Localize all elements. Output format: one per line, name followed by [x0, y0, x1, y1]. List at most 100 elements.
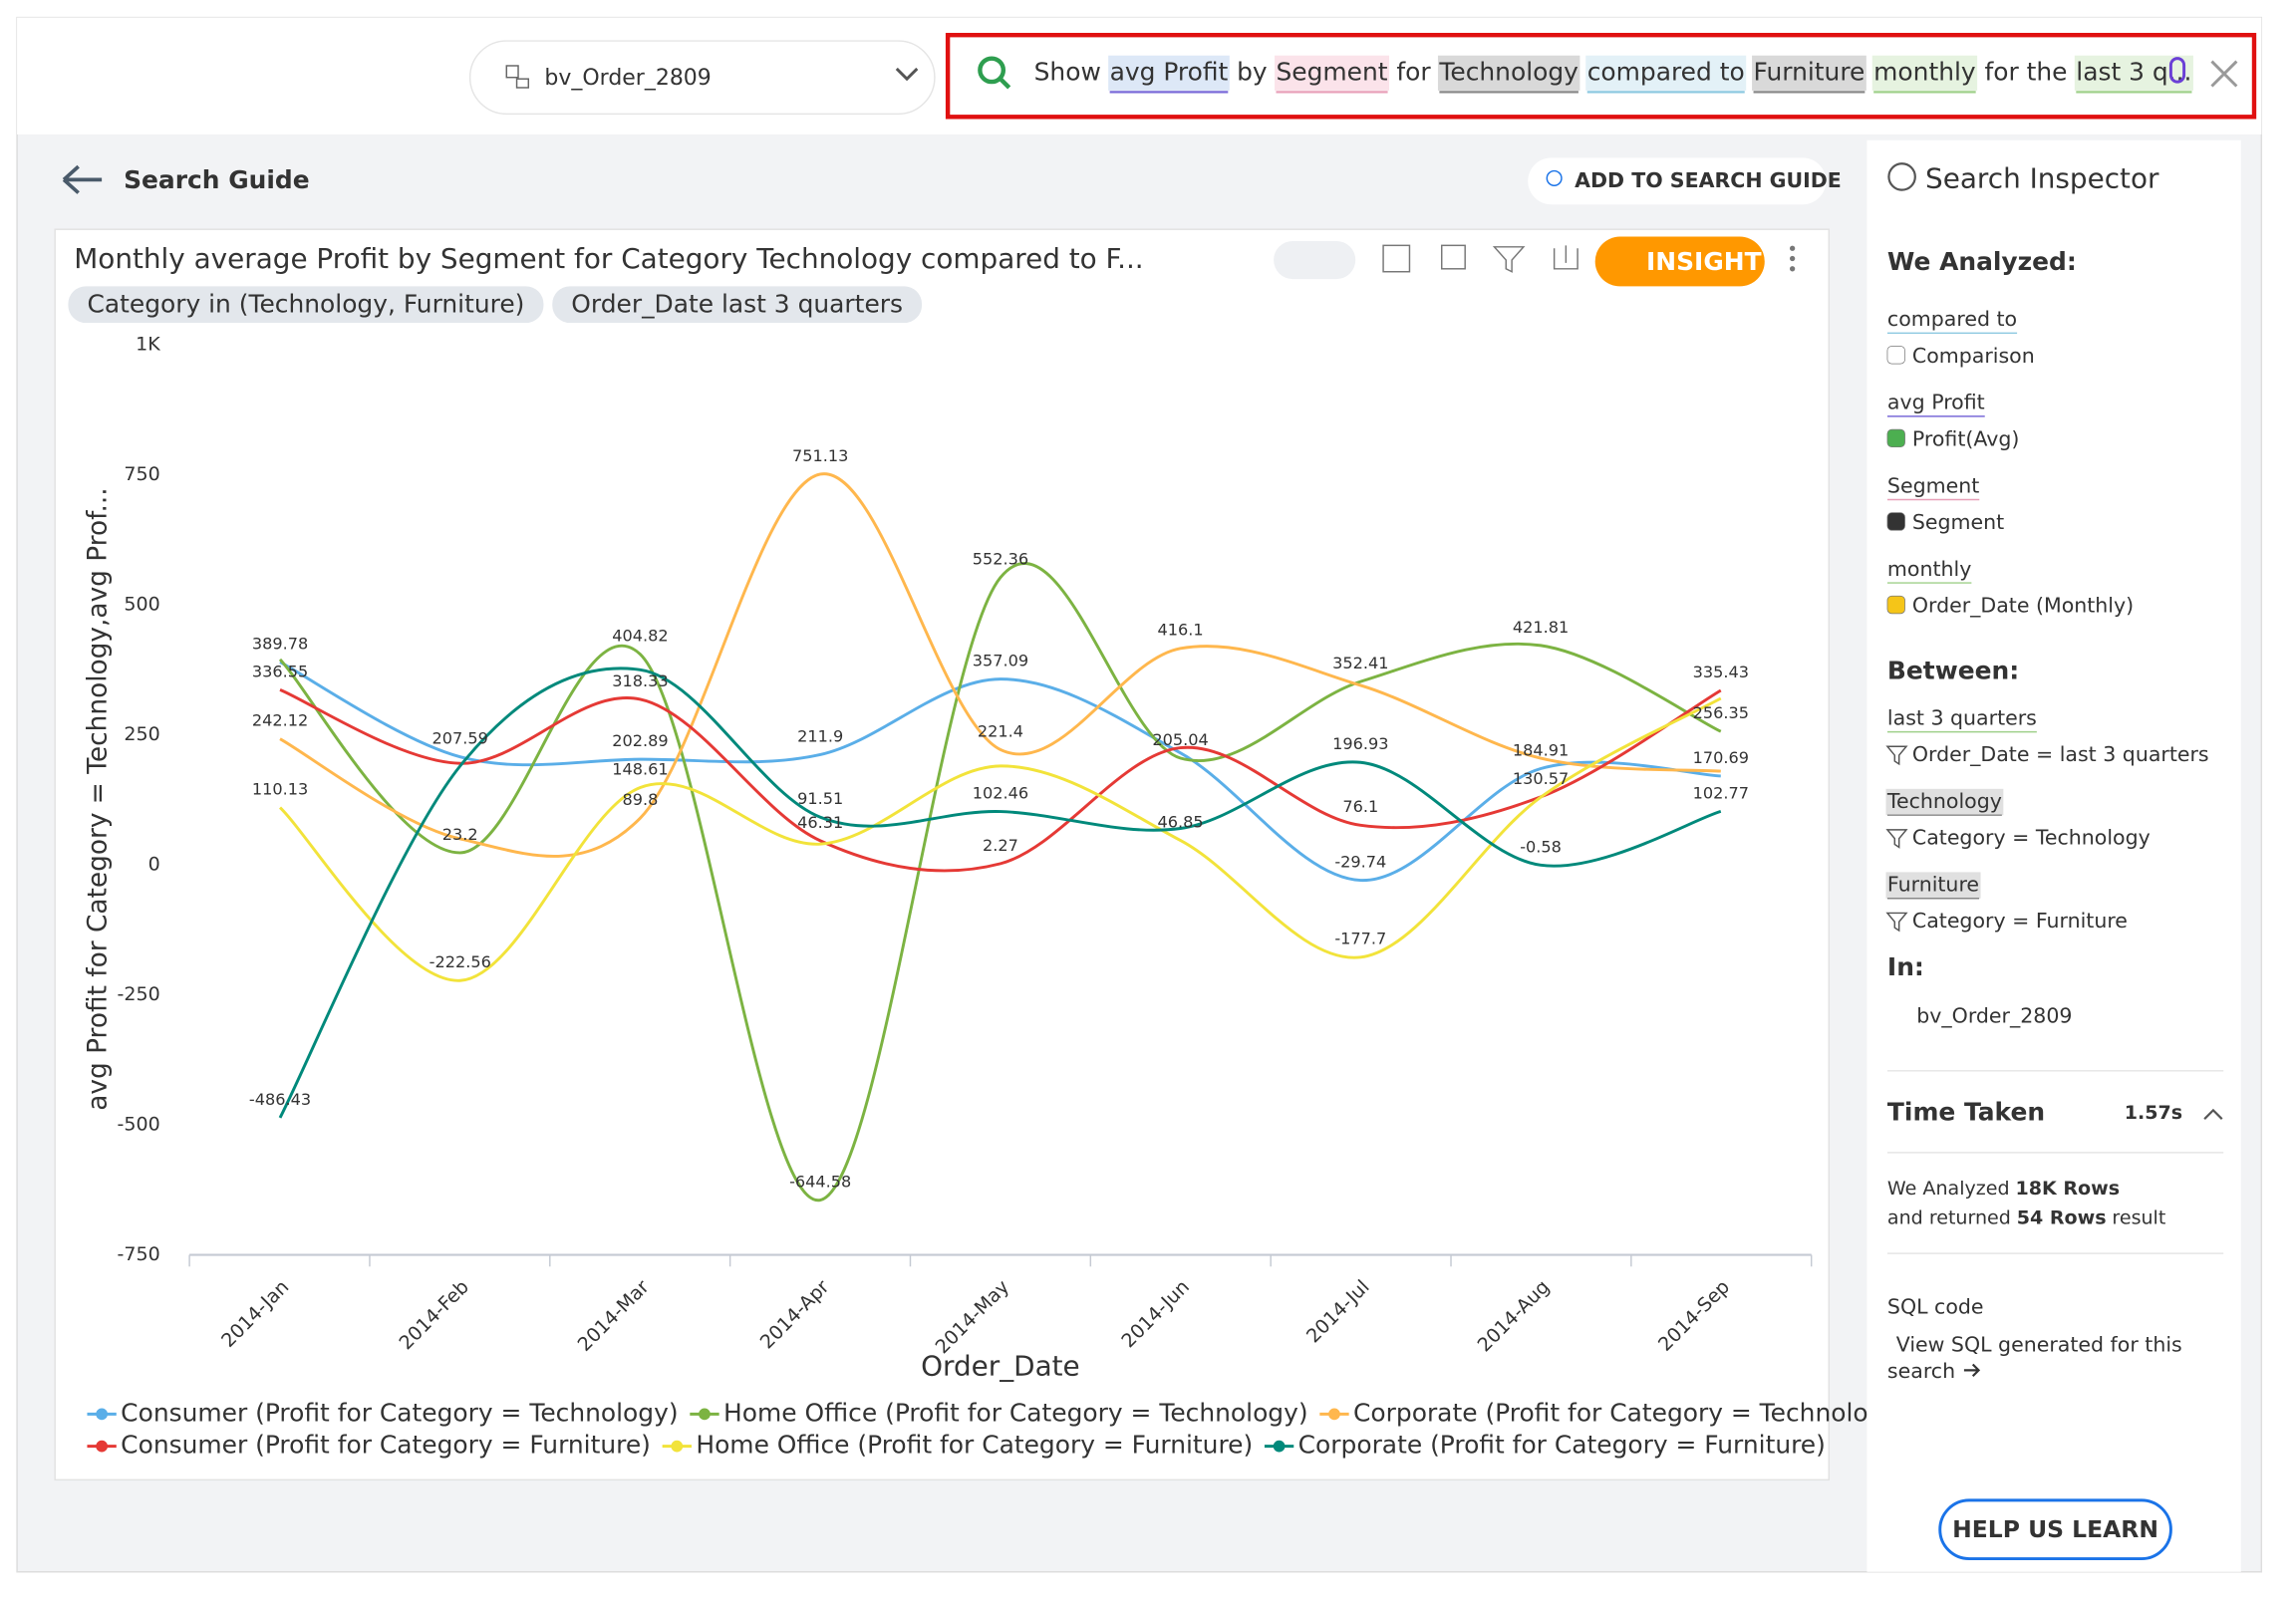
tool-icon[interactable] — [1440, 244, 1466, 270]
download-icon[interactable] — [1553, 245, 1578, 270]
add-icon — [1546, 169, 1563, 186]
series-line — [279, 472, 1721, 858]
legend-label[interactable]: Corporate (Profit for Category = Technol… — [1353, 1398, 1908, 1427]
data-label: 751.13 — [792, 446, 848, 465]
data-label: 46.31 — [797, 813, 843, 832]
data-label: 552.36 — [973, 550, 1028, 569]
data-label: 184.91 — [1513, 740, 1569, 759]
data-label: 89.8 — [623, 790, 659, 809]
query-token: monthly — [1873, 57, 1975, 86]
series-line — [278, 696, 1722, 982]
legend-label[interactable]: Home Office (Profit for Category = Techn… — [723, 1398, 1308, 1427]
token-highlight — [1108, 55, 1230, 91]
add-label[interactable]: ADD TO SEARCH GUIDE — [1575, 168, 1842, 192]
legend-label[interactable]: Consumer (Profit for Category = Furnitur… — [121, 1431, 651, 1460]
data-label: 256.35 — [1693, 703, 1749, 722]
more-icon[interactable] — [1789, 255, 1796, 262]
legend-label[interactable]: Consumer (Profit for Category = Technolo… — [121, 1398, 678, 1427]
data-label: 46.85 — [1158, 812, 1204, 831]
series-line — [279, 661, 1721, 883]
query-token: Furniture — [1754, 57, 1866, 86]
inspector-panel — [1866, 139, 2241, 1572]
section-heading: SQL code — [1887, 1294, 1984, 1318]
rows-text: result — [2112, 1206, 2165, 1228]
help-button[interactable] — [1938, 1498, 2172, 1561]
data-label: 148.61 — [612, 759, 668, 778]
y-tick-label: 500 — [124, 594, 159, 616]
query-token: for — [1396, 57, 1431, 86]
token-highlight — [1437, 55, 1580, 91]
insight-label[interactable]: INSIGHT — [1646, 247, 1762, 276]
inspector-content: We Analyzed: compared to Comparison avg Pro… — [1885, 247, 2224, 1561]
more-icon[interactable] — [1789, 266, 1796, 272]
back-arrow[interactable] — [62, 164, 103, 194]
data-label: 205.04 — [1152, 730, 1208, 749]
term-icon — [1885, 745, 1908, 766]
data-label: -486.43 — [249, 1090, 311, 1109]
info-icon — [1887, 162, 1916, 191]
data-label: 23.2 — [442, 825, 478, 844]
data-label: -0.58 — [1520, 837, 1562, 856]
data-label: 130.57 — [1513, 769, 1569, 788]
term-highlight — [1885, 872, 1981, 899]
inspector-title: Search Inspector — [1925, 161, 2159, 194]
data-label: 170.69 — [1693, 748, 1749, 767]
data-label: 242.12 — [252, 711, 308, 730]
more-icon[interactable] — [1789, 245, 1796, 251]
mic-button[interactable] — [2168, 57, 2186, 84]
data-label: -177.7 — [1334, 930, 1386, 948]
dataset-selector[interactable] — [468, 40, 936, 116]
section-heading: In: — [1887, 952, 1924, 981]
section-heading: Between: — [1887, 656, 2019, 684]
rows-text: 18K Rows — [2015, 1178, 2120, 1200]
data-label: -644.58 — [789, 1172, 851, 1191]
dataset-icon — [515, 78, 530, 89]
data-label: 91.51 — [797, 789, 843, 808]
clear-button[interactable] — [2210, 60, 2238, 88]
y-axis-title: avg Profit for Category = Technology,avg… — [84, 487, 114, 1110]
time-value: 1.57s — [2125, 1102, 2182, 1124]
legend-label[interactable]: Home Office (Profit for Category = Furni… — [696, 1431, 1253, 1460]
term-icon — [1885, 829, 1908, 849]
y-tick-label: 250 — [124, 723, 159, 745]
term-detail: Order_Date = last 3 quarters — [1912, 742, 2209, 766]
legend-marker — [671, 1440, 684, 1453]
y-tick-label: -500 — [118, 1114, 160, 1136]
data-label: 421.81 — [1513, 618, 1569, 637]
filter-label: Category in (Technology, Furniture) — [87, 289, 524, 318]
term: compared to — [1887, 307, 2017, 331]
data-label: 416.1 — [1158, 621, 1204, 640]
section-heading: We Analyzed: — [1887, 247, 2077, 276]
back-link[interactable]: Search Guide — [124, 165, 310, 194]
term-detail: Profit(Avg) — [1912, 426, 2020, 450]
add-button[interactable] — [1528, 157, 1827, 205]
rows-text: We Analyzed — [1887, 1178, 2010, 1200]
insight-button[interactable] — [1594, 236, 1765, 287]
query-token: for the — [1984, 57, 2067, 86]
legend-label[interactable]: Corporate (Profit for Category = Furnitu… — [1298, 1431, 1826, 1460]
tool-icon[interactable] — [1382, 244, 1411, 273]
term-icon — [1886, 346, 1905, 365]
section-heading: Time Taken — [1887, 1097, 2045, 1126]
dropdown-caret[interactable] — [895, 67, 919, 82]
filter-icon[interactable] — [1492, 246, 1526, 273]
query-token: compared to — [1587, 57, 1745, 86]
term: avg Profit — [1887, 391, 1985, 414]
view-toggle[interactable] — [1274, 240, 1356, 280]
term: Furniture — [1887, 873, 1979, 897]
term-highlight — [1885, 788, 2004, 816]
filter-chip[interactable] — [552, 286, 923, 324]
term-icon — [1886, 595, 1905, 615]
term-detail: Comparison — [1912, 344, 2035, 368]
data-label: 196.93 — [1332, 734, 1388, 753]
term-icon — [1886, 428, 1905, 448]
data-label: 357.09 — [973, 652, 1028, 670]
search-icon — [999, 77, 1011, 90]
term-detail: Segment — [1912, 510, 2004, 534]
sql-link[interactable]: View SQL generated for this — [1896, 1332, 2182, 1356]
term: Segment — [1887, 473, 1979, 497]
query-token: by — [1237, 57, 1268, 86]
filter-chip[interactable] — [68, 286, 544, 324]
y-tick-label: -750 — [118, 1243, 160, 1265]
